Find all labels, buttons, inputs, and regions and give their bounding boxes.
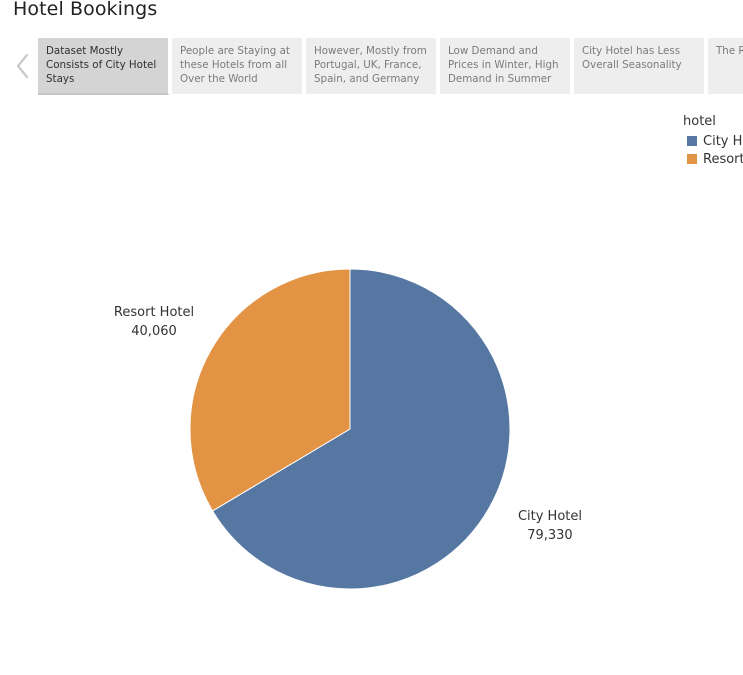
slice-label-value: 79,330 (527, 528, 573, 543)
legend-item[interactable]: City Hotel (683, 132, 743, 150)
story-point-1[interactable]: Dataset Mostly Consists of City Hotel St… (38, 38, 169, 95)
previous-story-point-button[interactable] (12, 50, 34, 82)
story-navigator: Dataset Mostly Consists of City Hotel St… (38, 38, 743, 95)
blue-square-swatch (687, 136, 697, 146)
chevron-left-icon (16, 53, 29, 79)
pie-slice-city-hotel[interactable] (211, 268, 511, 590)
pie-slice-resort-hotel[interactable] (189, 268, 351, 512)
slice-label-name: Resort Hotel (114, 305, 194, 320)
slice-label-name: City Hotel (518, 509, 582, 524)
story-point-4[interactable]: Low Demand and Prices in Winter, High De… (440, 38, 571, 94)
legend: hotel City Hotel Resort Hotel (683, 114, 743, 168)
legend-item-label: City Hotel (703, 133, 743, 149)
legend-item-label: Resort Hotel (703, 151, 743, 167)
legend-item[interactable]: Resort Hotel (683, 150, 743, 168)
slice-label-value: 40,060 (131, 324, 177, 339)
story-point-6[interactable]: The Re Prices Simila (708, 38, 743, 94)
legend-title: hotel (683, 114, 716, 129)
story-point-2[interactable]: People are Staying at these Hotels from … (172, 38, 303, 94)
story-point-5[interactable]: City Hotel has Less Overall Seasonality (574, 38, 705, 94)
story-point-3[interactable]: However, Mostly from Portugal, UK, Franc… (306, 38, 437, 94)
orange-square-swatch (687, 154, 697, 164)
page-title: Hotel Bookings (13, 0, 158, 20)
